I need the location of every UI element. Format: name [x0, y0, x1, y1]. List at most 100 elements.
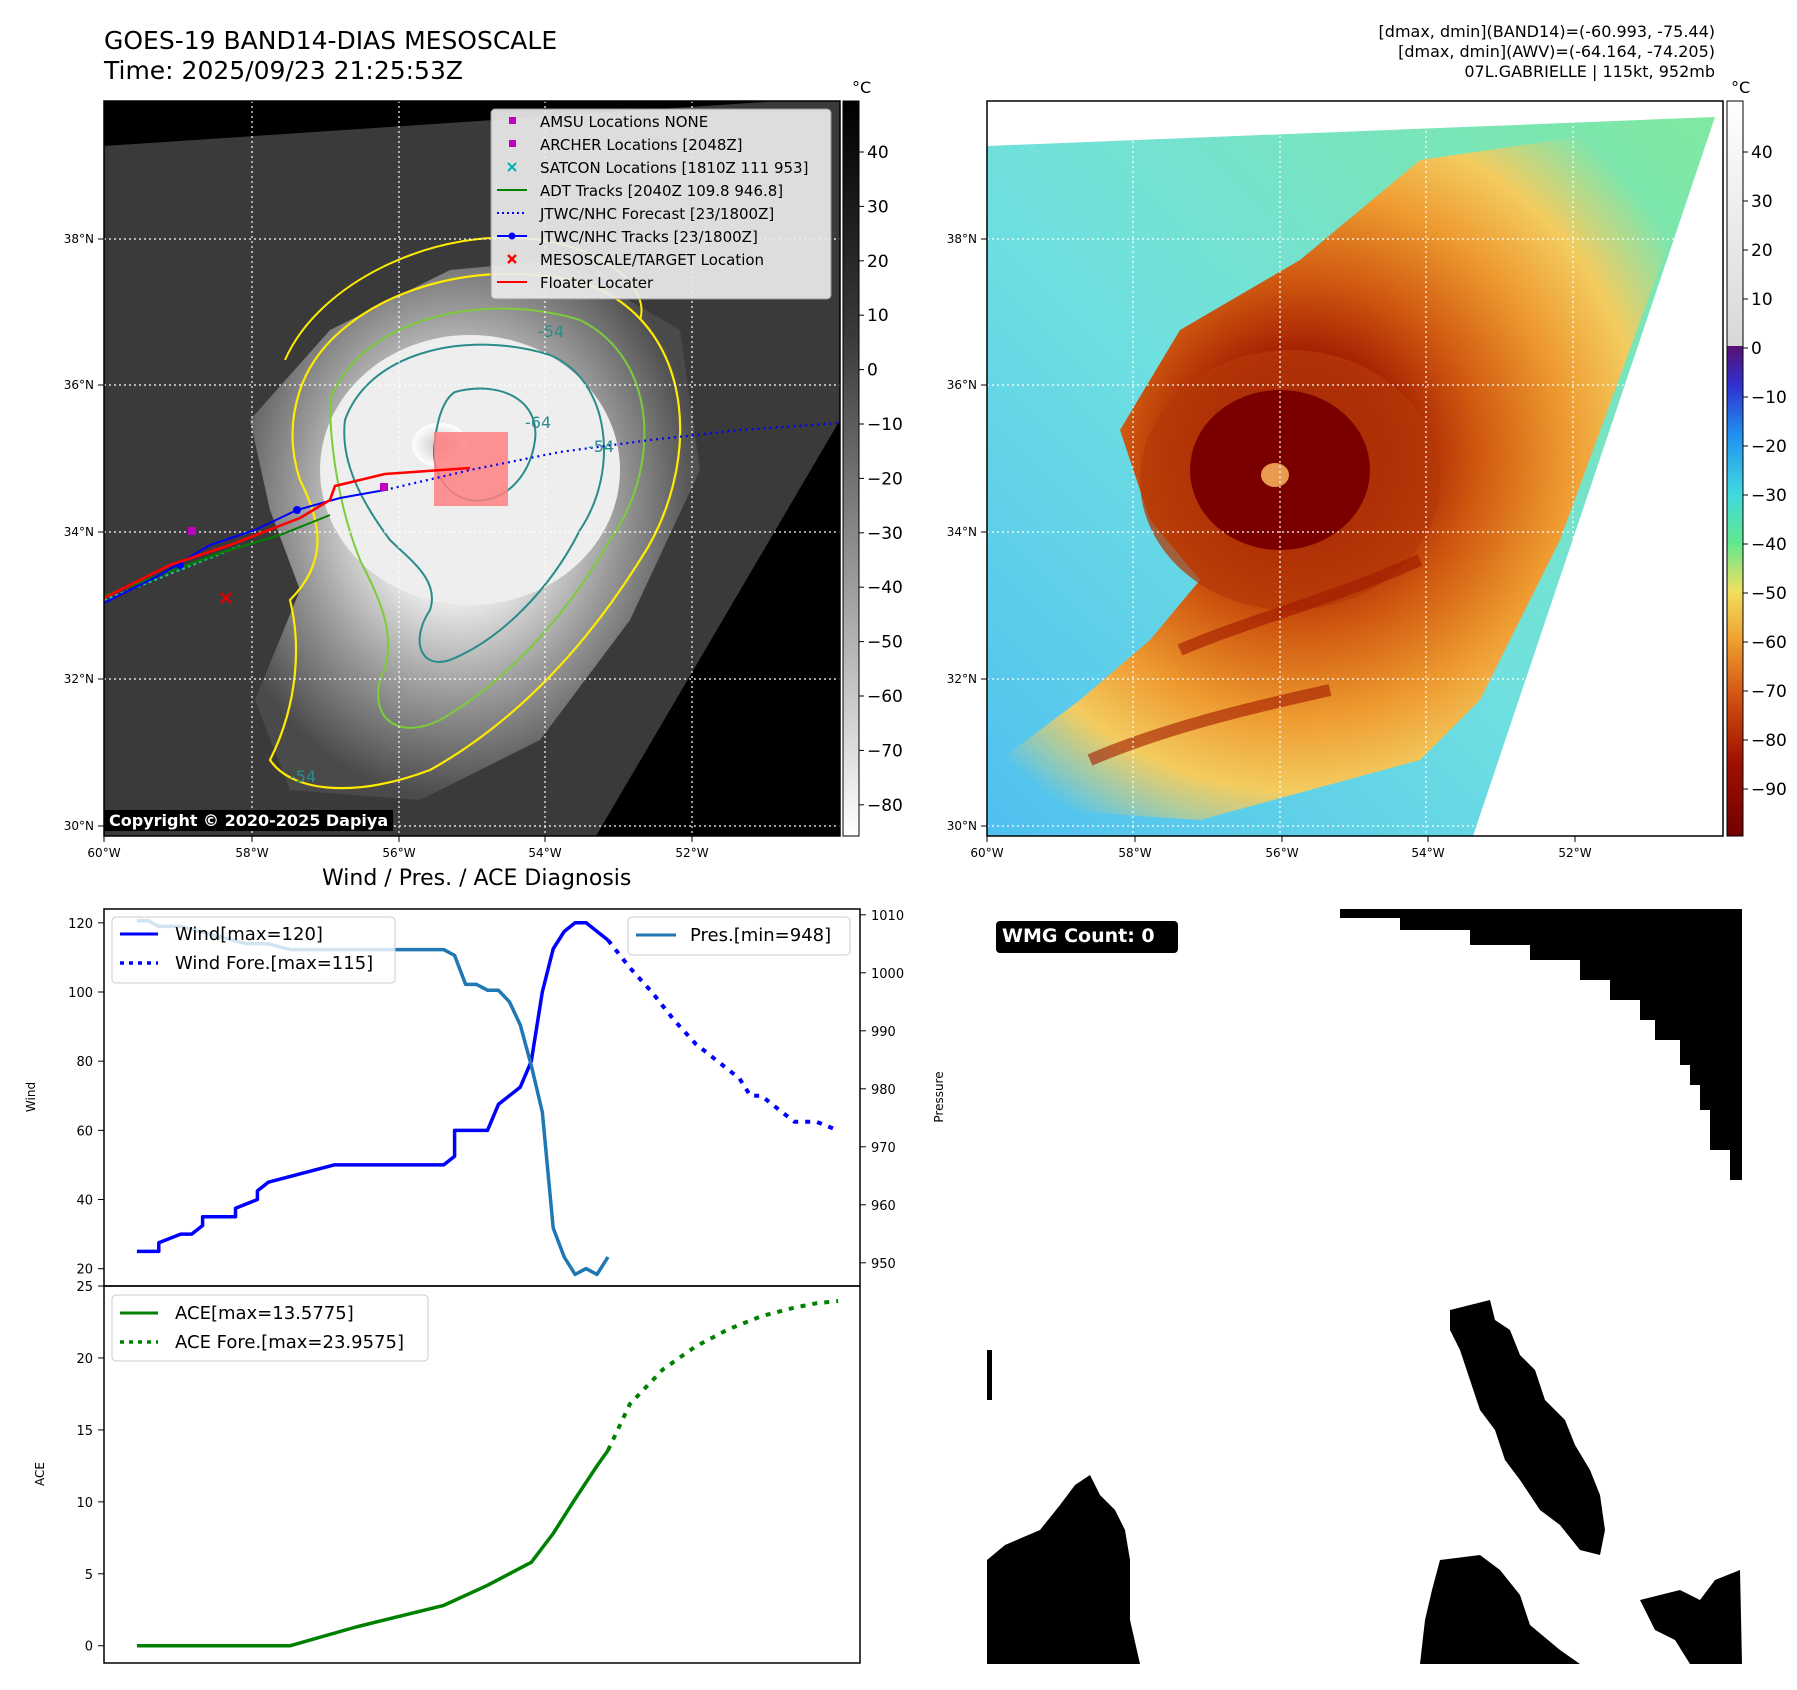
legend-label: JTWC/NHC Tracks [23/1800Z]	[539, 228, 758, 246]
lon-tick-label: 60°W	[970, 846, 1003, 860]
lat-tick-label: 30°N	[64, 819, 94, 833]
ace-tick-label: 10	[76, 1496, 93, 1511]
lat-tick-label: 38°N	[64, 232, 94, 246]
wmg-count-label: WMG Count: 0	[1002, 925, 1155, 947]
legend-label: ARCHER Locations [2048Z]	[540, 136, 743, 154]
legend-label: ADT Tracks [2040Z 109.8 946.8]	[540, 182, 783, 200]
contour-label: -64	[525, 413, 551, 432]
lat-tick-label: 32°N	[64, 672, 94, 686]
left-map-contour-green	[328, 307, 646, 729]
contour-label: -54	[538, 322, 564, 341]
colorbar-tick-label: −80	[1751, 731, 1787, 751]
colorbar-tick-label: 30	[867, 197, 889, 217]
colorbar-tick-label: 0	[1751, 339, 1762, 359]
wmg-block-diagonal	[1450, 1300, 1605, 1555]
lon-tick-label: 58°W	[235, 846, 268, 860]
colorbar-tick-label: −40	[867, 578, 903, 598]
colorbar-tick-label: −10	[1751, 388, 1787, 408]
wmg-panel	[987, 909, 1742, 1664]
lon-tick-label: 60°W	[87, 846, 120, 860]
pressure-tick-label: 990	[871, 1025, 896, 1040]
colorbar-tick-label: −90	[1751, 780, 1787, 800]
ace-tick-label: 5	[85, 1568, 93, 1583]
colorbar-tick-label: −50	[867, 633, 903, 653]
wmg-count-box	[996, 921, 1178, 953]
colorbar-tick-label: 20	[1751, 241, 1773, 261]
mesoscale-target-marker	[220, 592, 232, 604]
wind-tick-label: 80	[76, 1055, 93, 1070]
amsu-location	[188, 527, 196, 535]
lon-tick-label: 54°W	[528, 846, 561, 860]
lon-tick-label: 56°W	[1265, 846, 1298, 860]
lon-tick-label: 56°W	[382, 846, 415, 860]
jtwc-track	[104, 489, 386, 604]
legend-label: Wind Fore.[max=115]	[175, 953, 373, 974]
left-map-contour-teal-outer	[343, 343, 605, 663]
colorbar-tick-label: −60	[867, 687, 903, 707]
colorbar-tick-label: −30	[867, 524, 903, 544]
colorbar-tick-label: −50	[1751, 584, 1787, 604]
left-map: AMSU Locations NONE ARCHER Locations [204…	[103, 100, 841, 837]
legend-label: ACE Fore.[max=23.9575]	[175, 1332, 404, 1353]
figure-title: GOES-19 BAND14-DIAS MESOSCALE Time: 2025…	[104, 26, 557, 86]
ace-tick-label: 20	[76, 1352, 93, 1367]
lon-tick-label: 58°W	[1118, 846, 1151, 860]
contour-label: -54	[290, 767, 316, 786]
lon-tick-label: 54°W	[1411, 846, 1444, 860]
right-map-spiral-band	[1087, 554, 1423, 766]
right-map-frame	[986, 100, 1724, 837]
colorbar-tick-label: −40	[1751, 535, 1787, 555]
lat-tick-label: 34°N	[64, 525, 94, 539]
colorbar-tick-label: 10	[867, 306, 889, 326]
info-block: [dmax, dmin](BAND14)=(-60.993, -75.44) […	[1379, 22, 1715, 82]
right-map	[986, 100, 1724, 837]
lat-tick-label: 38°N	[947, 232, 977, 246]
contour-label: -54	[588, 437, 614, 456]
lat-tick-label: 32°N	[947, 672, 977, 686]
ace-tick-label: 0	[85, 1640, 93, 1655]
wind-tick-label: 40	[76, 1194, 93, 1209]
adt-track	[104, 514, 331, 597]
series-line	[136, 1449, 610, 1648]
lat-tick-label: 36°N	[947, 378, 977, 392]
ace-chart: 25 20 15 10 5 0 ACE ACE[max=13.5775] ACE Fore.[…	[33, 1280, 861, 1664]
series-line	[606, 1299, 839, 1452]
legend-label: Floater Locater	[540, 274, 654, 292]
info-line-3: 07L.GABRIELLE | 115kt, 952mb	[1464, 62, 1715, 81]
left-map-legend-labels: AMSU Locations NONE ARCHER Locations [204…	[539, 113, 808, 292]
colorbar-tick-label: 40	[1751, 143, 1773, 163]
lat-tick-label: 34°N	[947, 525, 977, 539]
pres-legend-box	[627, 916, 851, 956]
lon-tick-label: 52°W	[675, 846, 708, 860]
left-map-legend-box	[490, 108, 832, 300]
pressure-axis-label: Pressure	[932, 1071, 946, 1122]
copyright: Copyright © 2020-2025 Dapiya	[104, 810, 394, 831]
legend-label: ACE[max=13.5775]	[175, 1303, 354, 1324]
colorbar-tick-label: −80	[867, 796, 903, 816]
jtwc-forecast	[384, 421, 840, 492]
wmg-block-bottom-right-2	[1640, 1570, 1742, 1664]
legend-label: Pres.[min=948]	[690, 925, 831, 946]
wind-axis-label: Wind	[24, 1082, 38, 1112]
wmg-block-bottom-left	[987, 1475, 1140, 1664]
wind-legend-box	[111, 916, 396, 984]
legend-label: Wind[max=120]	[175, 924, 323, 945]
left-map-frame	[103, 100, 841, 837]
map-ticks: 60°W 58°W 56°W 54°W 52°W 38°N 36°N 34°N 32°N 30°N…	[64, 232, 1592, 860]
color-colorbar-unit: °C	[1731, 78, 1751, 97]
colorbar-tick-label: −20	[867, 469, 903, 489]
wind-tick-label: 100	[68, 986, 93, 1001]
floater-locater	[104, 466, 471, 600]
pressure-tick-label: 980	[871, 1083, 896, 1098]
colorbar-tick-label: 30	[1751, 192, 1773, 212]
series-line	[136, 921, 610, 1254]
colorbar-tick-label: 40	[867, 143, 889, 163]
ace-legend-box	[111, 1294, 429, 1362]
ace-tick-label: 25	[76, 1280, 93, 1295]
lon-tick-label: 52°W	[1558, 846, 1591, 860]
right-map-eye	[1261, 463, 1289, 487]
pressure-tick-label: 1010	[871, 909, 904, 924]
legend-label: JTWC/NHC Forecast [23/1800Z]	[539, 205, 774, 223]
colorbar-tick-label: −30	[1751, 486, 1787, 506]
